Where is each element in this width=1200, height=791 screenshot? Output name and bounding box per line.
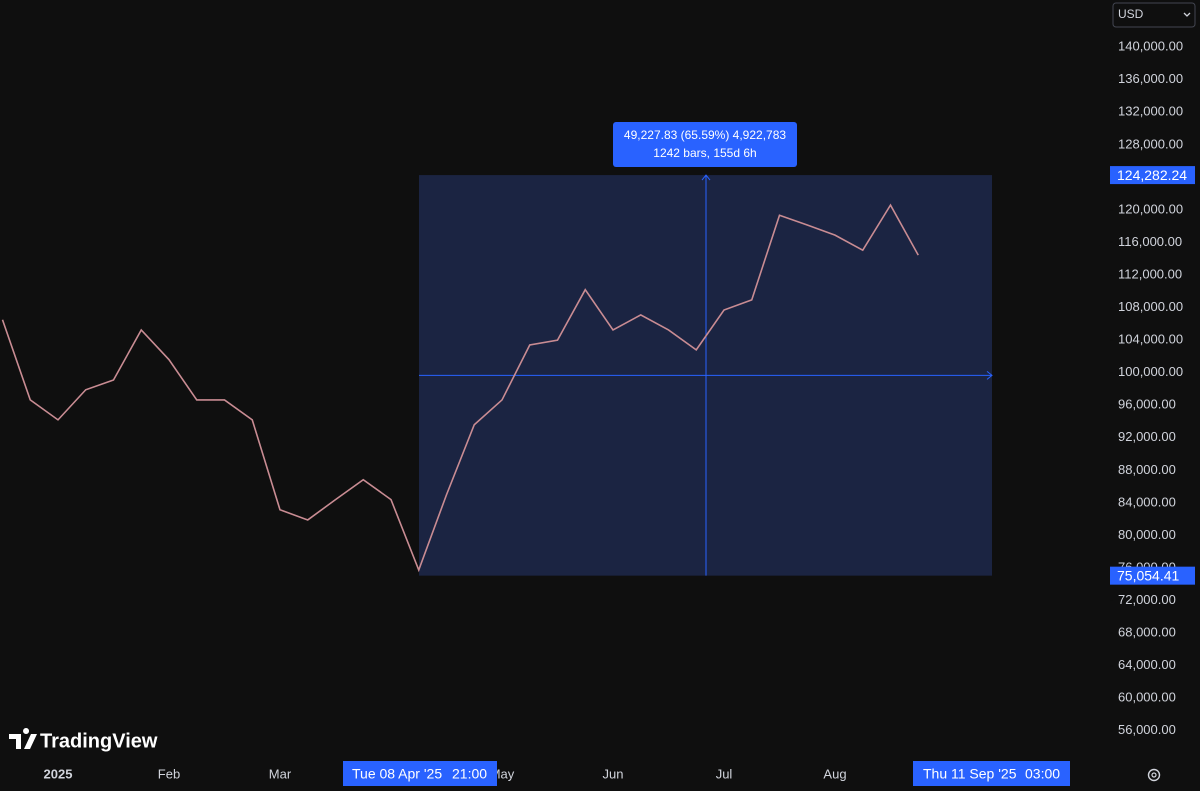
measure-bars: 1242 bars, 155d 6h (653, 146, 756, 160)
start-date-tag (343, 761, 497, 786)
price-tag (1110, 166, 1195, 185)
gear-outer (1147, 768, 1161, 782)
x-tick-label: Jun (603, 766, 624, 781)
y-tick-label: 80,000.00 (1118, 527, 1176, 542)
y-tick-label: 88,000.00 (1118, 462, 1176, 477)
axis-layer: 56,000.00 60,000.00 64,000.00 68,000.00 72,0… (44, 39, 1195, 786)
y-tick-label: 64,000.00 (1118, 657, 1176, 672)
measure-info: 49,227.83 (65.59%) 4,922,783 (624, 128, 786, 142)
x-tick-label: Feb (158, 766, 180, 781)
y-tick-label: 140,000.00 (1118, 39, 1183, 54)
y-tick-label: 96,000.00 (1118, 397, 1176, 412)
y-tick-label: 100,000.00 (1118, 364, 1183, 379)
end-date: Thu 11 Sep '25 (923, 766, 1017, 782)
settings-icon[interactable] (1147, 768, 1161, 782)
measure-arrow-up (701, 174, 711, 181)
price-line (1, 203, 919, 573)
y-tick-label: 132,000.00 (1118, 104, 1183, 119)
price-tag (1110, 566, 1195, 585)
y-tick-label: 104,000.00 (1118, 332, 1183, 347)
currency-label: USD (1118, 7, 1144, 21)
dropdown-arrow (1183, 12, 1191, 17)
currency-dropdown[interactable] (1112, 2, 1196, 28)
measure-tooltip (613, 122, 797, 167)
x-tick-label: Mar (269, 766, 292, 781)
x-tick-label: Aug (823, 766, 846, 781)
y-tick-label: 128,000.00 (1118, 136, 1183, 151)
line-layer (1, 203, 919, 573)
y-tick-label: 84,000.00 (1118, 494, 1176, 509)
measure-layer: 49,227.83 (65.59%) 4,922,783 1242 bars, 1… (419, 122, 993, 576)
x-tick-label: Jul (716, 766, 733, 781)
price-tag-label: 75,054.41 (1117, 567, 1179, 583)
price-tag-label: 124,282.24 (1117, 167, 1187, 183)
end-time: 03:00 (1025, 766, 1060, 782)
y-tick-label: 60,000.00 (1118, 690, 1176, 705)
x-tick-label: 2025 (44, 766, 73, 781)
y-tick-label: 92,000.00 (1118, 429, 1176, 444)
gear-inner (1151, 772, 1157, 778)
start-date: Tue 08 Apr '25 (352, 766, 442, 782)
end-date-tag (913, 761, 1070, 786)
y-tick-label: 120,000.00 (1118, 201, 1183, 216)
y-tick-label: 108,000.00 (1118, 299, 1183, 314)
logo-text: TradingView (40, 730, 158, 752)
y-tick-label: 68,000.00 (1118, 624, 1176, 639)
y-tick-label: 72,000.00 (1118, 592, 1176, 607)
start-time: 21:00 (452, 766, 487, 782)
y-tick-label: 56,000.00 (1118, 722, 1176, 737)
measure-arrow-right (986, 370, 993, 380)
y-tick-label: 112,000.00 (1118, 266, 1182, 281)
y-tick-label: 116,000.00 (1118, 234, 1182, 249)
logo: TradingView (9, 728, 158, 752)
logo-icon (9, 728, 37, 749)
y-tick-label: 136,000.00 (1118, 71, 1183, 86)
